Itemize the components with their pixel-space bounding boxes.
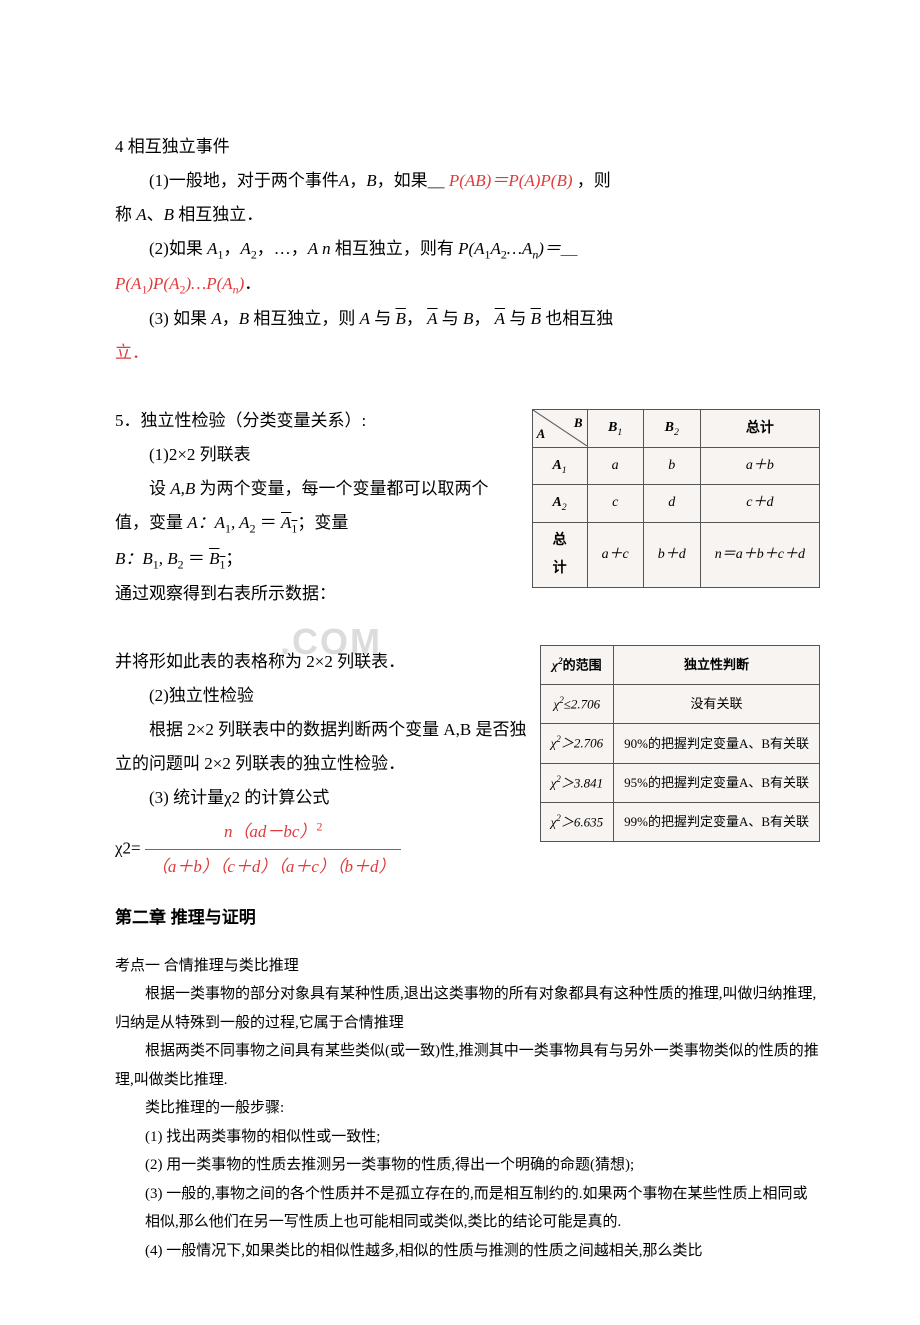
ch2-p3: 类比推理的一般步骤: <box>115 1094 820 1123</box>
ch2-p1: 根据一类事物的部分对象具有某种性质,退出这类事物的所有对象都具有这种性质的推理,… <box>115 980 820 1037</box>
sec5-p6: (2)独立性检验 <box>115 679 530 713</box>
chi-square-table: χ2的范围 独立性判断 χ2≤2.706没有关联 χ2＞2.70690%的把握判… <box>540 645 820 843</box>
ch2-li4: (4) 一般情况下,如果类比的相似性越多,相似的性质与推测的性质之间越相关,那么… <box>115 1237 820 1266</box>
section-4-heading: 4 相互独立事件 <box>115 130 820 164</box>
sec4-p2-line2: P(A1)P(A2)…P(An)． <box>115 267 820 302</box>
sec5-p7: 根据 2×2 列联表中的数据判断两个变量 A,B 是否独立的问题叫 2×2 列联… <box>115 713 530 781</box>
ch2-p2: 根据两类不同事物之间具有某些类似(或一致)性,推测其中一类事物具有与另外一类事物… <box>115 1037 820 1094</box>
sec4-p1-line2: 称 A、B 相互独立． <box>115 198 820 232</box>
ch2-li2: (2) 用一类事物的性质去推测另一类事物的性质,得出一个明确的命题(猜想); <box>115 1151 820 1180</box>
ch2-li3: (3) 一般的,事物之间的各个性质并不是孤立存在的,而是相互制约的.如果两个事物… <box>115 1180 820 1237</box>
sec4-p3-line2: 立． <box>115 336 820 370</box>
sec4-p3: (3) 如果 A，B 相互独立，则 A 与 B， A 与 B， A 与 B 也相… <box>115 302 820 336</box>
ch2-li1: (1) 找出两类事物的相似性或一致性; <box>115 1123 820 1152</box>
chi2-formula: χ2= n（ad－bc）2 （a＋b）（c＋d）（a＋c）（b＋d） <box>115 815 530 884</box>
diag-cell: B A <box>532 410 587 447</box>
kp1-title: 考点一 合情推理与类比推理 <box>115 952 820 981</box>
sec4-p1: (1)一般地，对于两个事件A，B，如果＿ P(AB)＝P(A)P(B) ，则 <box>115 164 820 198</box>
sec4-p2: (2)如果 A1，A2，…，A n 相互独立，则有 P(A1A2…An)＝＿ <box>115 232 820 267</box>
sec5-p8: (3) 统计量χ2 的计算公式 <box>115 781 530 815</box>
sec5-p5: 并将形如此表的表格称为 2×2 列联表． <box>115 645 530 679</box>
contingency-table: B A B1 B2 总计 A1 a b a＋b A2 c d c＋d 总计 a＋… <box>532 409 820 587</box>
chapter-2-title: 第二章 推理与证明 <box>115 901 820 935</box>
